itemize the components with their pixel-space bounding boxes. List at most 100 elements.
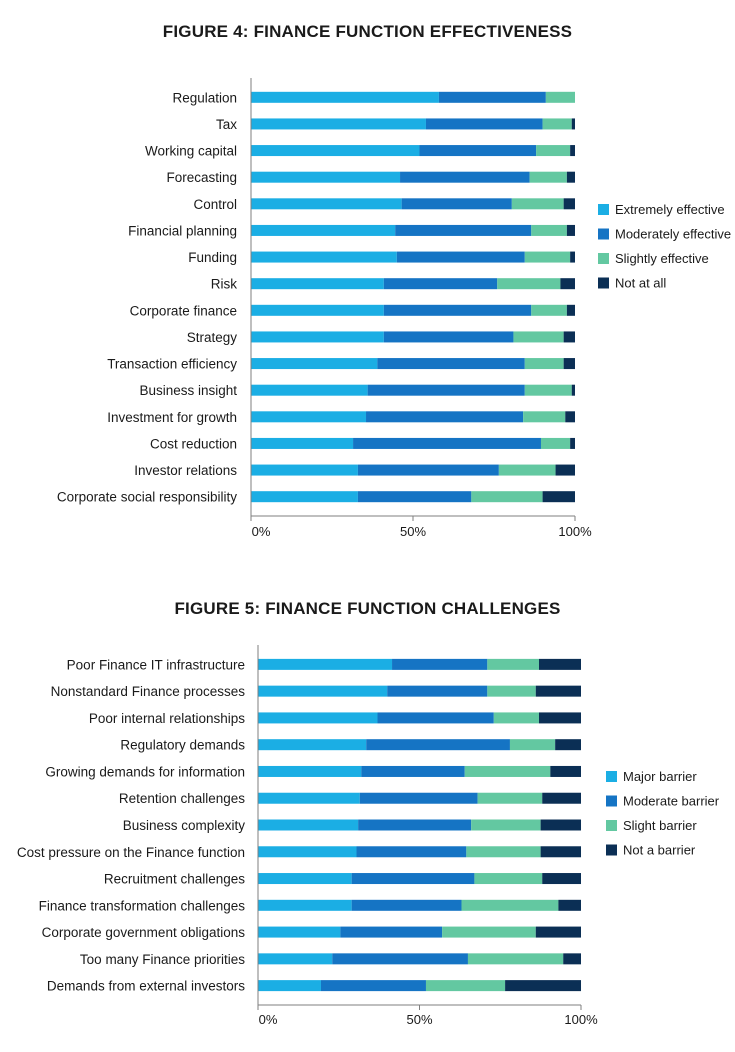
legend-label-major-barrier: Major barrier [623, 769, 697, 784]
bar-control-not-at-all [563, 198, 575, 210]
category-label: Funding [188, 250, 237, 265]
bar-control-moderately-effective [401, 198, 512, 210]
bar-transaction-efficiency-not-at-all [563, 358, 575, 370]
bar-business-complexity-moderate-barrier [358, 819, 472, 831]
bar-finance-transformation-challenges-moderate-barrier [351, 899, 462, 911]
bar-corporate-finance-moderately-effective [383, 304, 532, 316]
category-label: Risk [211, 277, 237, 292]
bar-retention-challenges-slight-barrier [477, 792, 543, 804]
bar-retention-challenges-not-a-barrier [542, 792, 581, 804]
bar-funding-not-at-all [570, 251, 575, 263]
category-label: Retention challenges [119, 791, 245, 806]
bar-funding-extremely-effective [251, 251, 397, 263]
bar-business-insight-moderately-effective [367, 384, 525, 396]
bar-forecasting-moderately-effective [400, 171, 530, 183]
bar-strategy-slightly-effective [513, 331, 564, 343]
bar-poor-finance-it-infrastructure-not-a-barrier [539, 658, 581, 670]
category-label: Nonstandard Finance processes [51, 684, 246, 699]
category-label: Cost reduction [150, 436, 237, 451]
legend-label-extremely-effective: Extremely effective [615, 202, 725, 217]
category-label: Recruitment challenges [104, 872, 245, 887]
bar-poor-internal-relationships-moderate-barrier [377, 712, 494, 724]
bar-investment-for-growth-slightly-effective [523, 411, 566, 423]
bar-growing-demands-for-information-moderate-barrier [361, 765, 465, 777]
bar-financial-planning-not-at-all [566, 224, 575, 236]
bar-poor-finance-it-infrastructure-moderate-barrier [392, 658, 488, 670]
bar-poor-finance-it-infrastructure-slight-barrier [487, 658, 540, 670]
legend-label-moderate-barrier: Moderate barrier [623, 794, 720, 809]
bar-transaction-efficiency-slightly-effective [524, 358, 564, 370]
bar-risk-extremely-effective [251, 278, 384, 290]
bar-tax-not-at-all [571, 118, 575, 130]
category-label: Regulatory demands [120, 738, 245, 753]
bar-cost-reduction-moderately-effective [353, 437, 541, 449]
bar-corporate-government-obligations-slight-barrier [442, 926, 536, 938]
bar-risk-slightly-effective [497, 278, 561, 290]
bar-regulatory-demands-slight-barrier [509, 739, 556, 751]
bar-too-many-finance-priorities-not-a-barrier [563, 953, 581, 965]
bar-finance-transformation-challenges-not-a-barrier [558, 899, 581, 911]
bar-business-complexity-not-a-barrier [540, 819, 582, 831]
bar-business-insight-slightly-effective [524, 384, 572, 396]
bar-investment-for-growth-moderately-effective [366, 411, 524, 423]
bar-regulation-slightly-effective [545, 91, 575, 103]
legend-swatch-moderate-barrier [606, 795, 617, 807]
bar-growing-demands-for-information-not-a-barrier [550, 765, 581, 777]
x-tick-label: 100% [564, 1012, 598, 1027]
bar-strategy-moderately-effective [383, 331, 514, 343]
bar-corporate-finance-extremely-effective [251, 304, 384, 316]
x-tick-label: 50% [406, 1012, 432, 1027]
bar-finance-transformation-challenges-slight-barrier [461, 899, 559, 911]
bar-demands-from-external-investors-not-a-barrier [505, 980, 582, 992]
bar-retention-challenges-major-barrier [258, 792, 360, 804]
bar-poor-internal-relationships-not-a-barrier [539, 712, 581, 724]
bar-control-extremely-effective [251, 198, 402, 210]
bar-corporate-social-responsibility-slightly-effective [471, 491, 543, 503]
figure-4-title: FIGURE 4: FINANCE FUNCTION EFFECTIVENESS [162, 22, 573, 41]
bar-investor-relations-extremely-effective [251, 464, 358, 476]
bar-regulatory-demands-moderate-barrier [366, 739, 510, 751]
legend-swatch-not-a-barrier [606, 844, 617, 856]
legend-swatch-not-at-all [598, 277, 609, 289]
category-label: Business insight [139, 383, 237, 398]
bar-tax-slightly-effective [542, 118, 572, 130]
x-tick-label: 0% [259, 1012, 278, 1027]
bar-control-slightly-effective [511, 198, 564, 210]
category-label: Transaction efficiency [107, 357, 237, 372]
x-tick-label: 0% [252, 524, 271, 539]
bar-too-many-finance-priorities-major-barrier [258, 953, 333, 965]
bar-recruitment-challenges-major-barrier [258, 873, 352, 885]
bar-cost-reduction-not-at-all [570, 437, 575, 449]
bar-working-capital-extremely-effective [251, 145, 420, 157]
bar-nonstandard-finance-processes-not-a-barrier [535, 685, 581, 697]
bar-growing-demands-for-information-slight-barrier [464, 765, 551, 777]
bar-poor-internal-relationships-slight-barrier [493, 712, 540, 724]
legend-label-not-a-barrier: Not a barrier [623, 843, 696, 858]
bar-demands-from-external-investors-slight-barrier [425, 980, 506, 992]
bar-corporate-government-obligations-moderate-barrier [340, 926, 443, 938]
category-label: Cost pressure on the Finance function [17, 845, 245, 860]
bar-nonstandard-finance-processes-slight-barrier [487, 685, 536, 697]
category-label: Corporate finance [130, 303, 237, 318]
bar-financial-planning-slightly-effective [531, 224, 567, 236]
bar-financial-planning-moderately-effective [395, 224, 532, 236]
bar-strategy-not-at-all [563, 331, 575, 343]
bar-finance-transformation-challenges-major-barrier [258, 899, 352, 911]
x-tick-label: 100% [558, 524, 592, 539]
bar-demands-from-external-investors-moderate-barrier [320, 980, 426, 992]
legend-swatch-slight-barrier [606, 820, 617, 831]
category-label: Investor relations [134, 463, 237, 478]
category-label: Growing demands for information [45, 764, 245, 779]
bar-transaction-efficiency-moderately-effective [377, 358, 525, 370]
legend-label-moderately-effective: Moderately effective [615, 227, 731, 242]
category-label: Too many Finance priorities [80, 952, 245, 967]
bar-corporate-government-obligations-major-barrier [258, 926, 341, 938]
bar-corporate-finance-not-at-all [566, 304, 575, 316]
bar-poor-internal-relationships-major-barrier [258, 712, 378, 724]
bar-poor-finance-it-infrastructure-major-barrier [258, 658, 393, 670]
legend-swatch-moderately-effective [598, 228, 609, 240]
bar-working-capital-moderately-effective [419, 145, 537, 157]
category-label: Demands from external investors [47, 979, 245, 994]
bar-risk-not-at-all [560, 278, 575, 290]
legend-swatch-major-barrier [606, 771, 617, 782]
